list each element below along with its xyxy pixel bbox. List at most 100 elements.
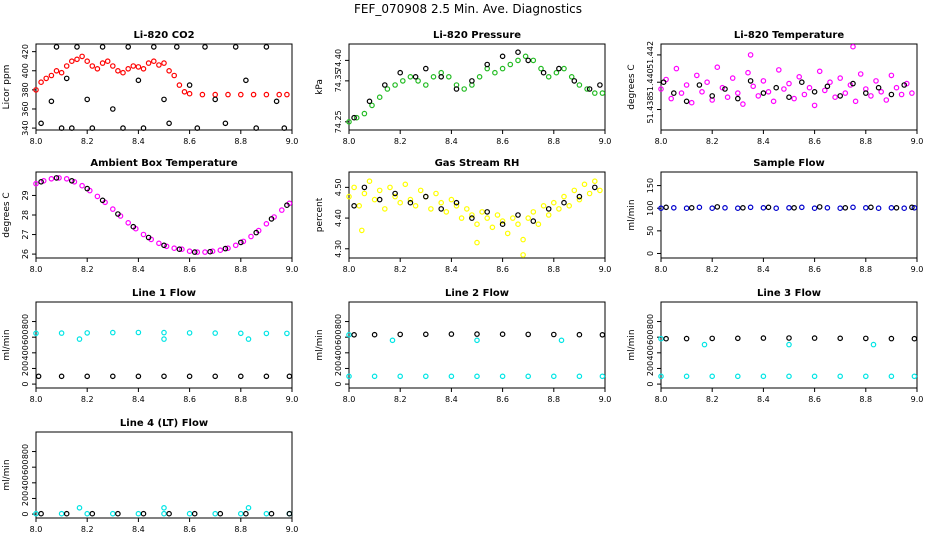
- line3-ytick-label: 400: [646, 345, 655, 360]
- rh-point: [387, 184, 393, 191]
- rh-point: [463, 206, 470, 212]
- pressure-point: [484, 61, 491, 68]
- co2-point: [74, 44, 80, 50]
- pressure-xtick-label: 8.4: [445, 137, 458, 146]
- co2-point: [33, 87, 39, 93]
- co2-point: [43, 75, 50, 82]
- line3-xtick-label: 8.6: [808, 395, 821, 404]
- line2-point: [499, 331, 506, 338]
- pressure-point: [381, 82, 388, 88]
- line1-point: [284, 330, 290, 337]
- line1-point: [263, 373, 270, 380]
- co2-point: [120, 69, 126, 76]
- pressure-point: [584, 86, 590, 92]
- sample_flow-point: [862, 205, 869, 211]
- rh-point: [484, 209, 491, 215]
- co2-point: [110, 63, 116, 69]
- line3-xtick-label: 8.4: [757, 395, 770, 404]
- sample_flow-xtick-label: 8.4: [757, 265, 770, 274]
- temperature-point: [755, 93, 762, 99]
- ambient-point: [284, 202, 290, 209]
- rh-point: [576, 196, 583, 203]
- line2-point: [397, 373, 404, 380]
- line3-series-reference: [663, 335, 918, 342]
- co2-point: [99, 60, 106, 66]
- line1-xtick-label: 8.4: [132, 395, 145, 404]
- ambient-title: Ambient Box Temperature: [90, 158, 237, 169]
- pressure-point: [412, 74, 419, 80]
- sample_flow-point: [842, 205, 849, 211]
- line1-title: Line 1 Flow: [132, 288, 196, 299]
- line1-ytick-label: 0: [21, 382, 30, 387]
- rh-xtick-label: 8.8: [547, 265, 560, 274]
- temperature-point: [747, 52, 754, 58]
- line1-ytick-label: 800: [21, 314, 30, 329]
- line2-point: [422, 331, 429, 338]
- temperature-point: [888, 72, 895, 79]
- co2-xtick-label: 8.8: [234, 137, 247, 146]
- ambient-xtick-label: 8.4: [132, 265, 145, 274]
- line3-point: [811, 335, 818, 341]
- ambient-point: [33, 180, 39, 187]
- rh-point: [535, 221, 542, 228]
- rh-xtick-label: 8.2: [394, 265, 407, 274]
- temperature-point: [850, 43, 856, 50]
- rh-ytick-label: 4.40: [334, 209, 343, 227]
- rh-point: [397, 199, 404, 206]
- co2-point: [284, 91, 290, 98]
- rh-ylabel: percent: [315, 197, 325, 232]
- sample_flow-ytick-label: 0: [646, 251, 655, 256]
- line1-point: [84, 330, 91, 336]
- sample_flow-point: [663, 204, 669, 211]
- pressure-point: [515, 49, 521, 56]
- line4-point: [263, 510, 270, 517]
- line2-point: [525, 373, 532, 380]
- line3-ylabel: ml/min: [627, 329, 637, 360]
- co2-point: [151, 44, 157, 50]
- rh-point: [494, 212, 501, 218]
- rh-point: [474, 221, 480, 228]
- line3-xtick-label: 8.0: [655, 395, 668, 404]
- co2-point: [74, 56, 80, 63]
- co2-point: [186, 90, 193, 97]
- line4-point: [58, 510, 65, 517]
- ambient-point: [110, 206, 116, 212]
- line2-xtick-label: 9.0: [599, 395, 612, 404]
- temperature-point: [745, 69, 751, 76]
- co2-panel: Li-820 CO2 Licor ppm 8.0 8.2 8.4 8.6 8.8 9.0 340…: [2, 30, 298, 146]
- rh-panel: Gas Stream RH percent 8.0 8.2 8.4 8.6 8.8 9.0 4.…: [315, 158, 611, 274]
- ambient-point: [40, 178, 47, 184]
- ambient-point: [99, 197, 106, 204]
- temperature-point: [786, 94, 792, 101]
- co2-xtick-label: 8.2: [81, 137, 94, 146]
- sample_flow-ytick-label: 50: [646, 226, 655, 236]
- line3-point: [862, 373, 869, 380]
- temperature-series-reference: [660, 78, 908, 105]
- ambient-point: [53, 175, 60, 181]
- pressure-point: [384, 86, 391, 92]
- line3-ytick-label: 600: [646, 330, 655, 345]
- pressure-ytick-label: 74.35: [334, 69, 343, 92]
- line2-point: [474, 373, 480, 380]
- rh-point: [407, 199, 414, 206]
- sample_flow-xtick-label: 8.6: [808, 265, 821, 274]
- line2-point: [351, 331, 357, 338]
- rh-point: [576, 193, 583, 200]
- temperature-xtick-label: 8.8: [859, 137, 872, 146]
- page-title: FEF_070908 2.5 Min. Ave. Diagnostics: [354, 2, 582, 16]
- line2-xtick-label: 8.0: [343, 395, 356, 404]
- sample_flow-point: [696, 204, 703, 211]
- line2-point: [371, 331, 378, 338]
- co2-point: [263, 44, 270, 50]
- temperature-point: [750, 83, 757, 90]
- line4-xtick-label: 8.2: [81, 525, 94, 534]
- line1-xtick-label: 8.6: [183, 395, 196, 404]
- line3-point: [786, 373, 792, 380]
- co2-point: [69, 125, 75, 131]
- line2-xtick-label: 8.8: [547, 395, 560, 404]
- sample_flow-point: [688, 205, 695, 211]
- pressure-point: [369, 102, 375, 109]
- line4-point: [33, 510, 39, 517]
- line4-ylabel: ml/min: [2, 459, 12, 490]
